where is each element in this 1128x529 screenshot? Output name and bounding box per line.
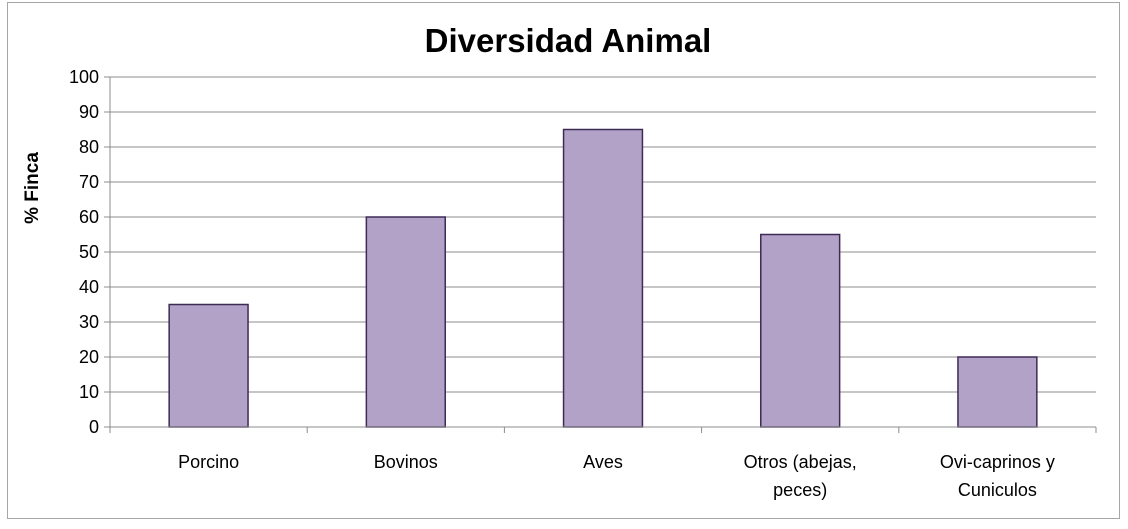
axes <box>104 76 1097 433</box>
y-tick-label: 100 <box>69 67 99 87</box>
y-tick-label: 60 <box>79 207 99 227</box>
y-tick-label: 70 <box>79 172 99 192</box>
y-tick-label: 40 <box>79 277 99 297</box>
bar-aves <box>562 128 644 428</box>
y-tick-label: 50 <box>79 242 99 262</box>
y-tick-label: 0 <box>89 417 99 437</box>
bar-bovinos <box>365 216 446 428</box>
x-category-label: Aves <box>583 452 623 472</box>
y-tick-label: 10 <box>79 382 99 402</box>
gridlines <box>110 76 1096 393</box>
x-category-label-line: Aves <box>583 452 623 472</box>
x-category-label-line: Bovinos <box>374 452 438 472</box>
y-tick-label: 90 <box>79 102 99 122</box>
y-tick-labels: 0 10 20 30 40 50 60 70 80 90 100 <box>69 67 99 437</box>
x-category-label-line: peces) <box>773 480 827 500</box>
x-category-label-line: Porcino <box>178 452 239 472</box>
x-category-label: Porcino <box>178 452 239 472</box>
x-category-label: Ovi-caprinos y Cuniculos <box>940 452 1055 500</box>
bar-ovi-caprinos-y-cuniculos <box>957 356 1038 428</box>
x-category-label: Bovinos <box>374 452 438 472</box>
x-category-label: Otros (abejas, peces) <box>744 452 857 500</box>
x-category-labels: Porcino Bovinos Aves Otros (abejas, peces) Ov… <box>178 452 1055 500</box>
x-category-label-line: Cuniculos <box>958 480 1037 500</box>
y-axis-title: % Finca <box>22 152 43 224</box>
y-tick-label: 80 <box>79 137 99 157</box>
y-tick-label: 20 <box>79 347 99 367</box>
chart-title: Diversidad Animal <box>425 22 712 59</box>
x-category-label-line: Otros (abejas, <box>744 452 857 472</box>
y-tick-label: 30 <box>79 312 99 332</box>
bar-otros-abejas-peces <box>760 233 841 428</box>
x-category-label-line: Ovi-caprinos y <box>940 452 1055 472</box>
bar-porcino <box>168 303 249 428</box>
